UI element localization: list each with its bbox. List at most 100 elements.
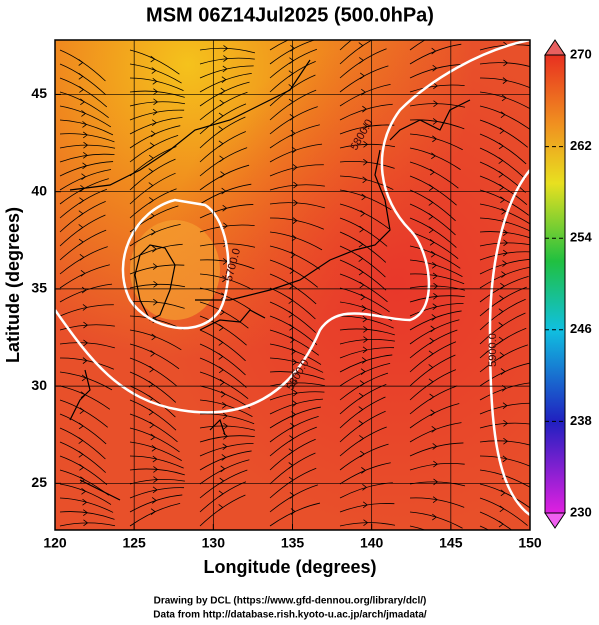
y-tick-label: 30 bbox=[31, 377, 47, 393]
streamline-arrow bbox=[361, 357, 367, 364]
streamline-arrow bbox=[499, 505, 505, 513]
x-tick-label: 145 bbox=[439, 535, 463, 551]
x-axis-label: Longitude (degrees) bbox=[203, 557, 376, 577]
streamline-arrow bbox=[430, 325, 436, 333]
x-tick-label: 130 bbox=[202, 535, 226, 551]
streamline-arrow bbox=[433, 100, 439, 107]
streamline-arrow bbox=[429, 184, 434, 191]
streamline-arrow bbox=[222, 65, 228, 73]
streamline-arrow bbox=[153, 281, 159, 288]
streamline-arrow bbox=[218, 126, 224, 133]
colorbar-scale bbox=[544, 54, 566, 514]
streamline-arrow bbox=[359, 281, 365, 289]
y-axis-label: Latitude (degrees) bbox=[3, 207, 23, 363]
streamline-arrow bbox=[80, 476, 86, 483]
streamline-arrow bbox=[148, 154, 154, 162]
colorbar-tick-label: 238 bbox=[570, 413, 592, 428]
streamline-arrow bbox=[218, 353, 224, 360]
streamline-arrow bbox=[499, 352, 505, 359]
streamlines bbox=[59, 32, 530, 530]
streamline-arrow bbox=[289, 324, 295, 331]
x-tick-label: 135 bbox=[281, 535, 305, 551]
streamline-arrow bbox=[432, 64, 438, 72]
streamline-arrow bbox=[498, 170, 504, 178]
streamline-arrow bbox=[432, 496, 438, 504]
streamline-arrow bbox=[432, 303, 438, 310]
streamline-arrow bbox=[359, 435, 365, 442]
streamline-arrow bbox=[221, 76, 227, 84]
streamline-arrow bbox=[498, 322, 504, 329]
streamline-arrow bbox=[502, 455, 508, 463]
streamline-arrow bbox=[432, 135, 438, 143]
streamline-arrow bbox=[221, 401, 227, 409]
streamline-arrow bbox=[430, 409, 436, 417]
x-tick-label: 125 bbox=[122, 535, 146, 551]
streamline-arrow bbox=[150, 350, 156, 357]
streamline-arrow bbox=[81, 374, 87, 382]
streamline bbox=[479, 525, 490, 530]
streamline-arrow bbox=[498, 157, 504, 164]
streamline-arrow bbox=[360, 293, 366, 301]
streamline-arrow bbox=[149, 197, 154, 204]
y-tick-label: 40 bbox=[31, 182, 47, 198]
streamline-arrow bbox=[428, 213, 434, 220]
streamline-arrow bbox=[220, 390, 226, 398]
streamline-arrow bbox=[428, 226, 434, 234]
streamline-arrow bbox=[433, 460, 439, 468]
streamline-arrow bbox=[81, 487, 87, 495]
streamline-arrow bbox=[151, 119, 157, 127]
grid bbox=[55, 40, 530, 530]
streamline-arrow bbox=[219, 379, 225, 386]
streamline-arrow bbox=[79, 86, 85, 93]
streamline-arrow bbox=[362, 105, 368, 113]
streamline-arrow bbox=[293, 181, 299, 189]
streamline-arrow bbox=[289, 267, 295, 274]
streamline-arrow bbox=[82, 121, 88, 128]
streamline-arrow bbox=[289, 435, 295, 442]
streamline-arrow bbox=[501, 271, 507, 278]
streamline-arrow bbox=[433, 82, 438, 90]
streamline-arrow bbox=[498, 520, 504, 528]
streamline-arrow bbox=[81, 286, 87, 294]
colorbar-extend bbox=[544, 512, 566, 529]
streamline-arrow bbox=[360, 210, 366, 217]
streamline-arrow bbox=[433, 478, 439, 486]
streamline-arrow bbox=[429, 337, 435, 345]
streamline-arrow bbox=[431, 32, 435, 38]
streamline bbox=[409, 525, 426, 530]
streamline-arrow bbox=[152, 455, 158, 463]
streamline-arrow bbox=[431, 152, 436, 160]
streamline-arrow bbox=[498, 308, 504, 315]
streamline-arrow bbox=[501, 207, 507, 215]
x-tick-label: 150 bbox=[518, 535, 542, 551]
streamline-arrow bbox=[432, 118, 438, 125]
streamline-arrow bbox=[83, 339, 89, 347]
streamline-arrow bbox=[428, 199, 434, 206]
streamline-arrow bbox=[431, 425, 437, 433]
streamline-arrow bbox=[151, 333, 157, 341]
streamline-arrow bbox=[79, 464, 85, 471]
streamline-arrow bbox=[503, 437, 509, 445]
streamline-arrow bbox=[289, 57, 295, 64]
streamline-arrow bbox=[222, 443, 228, 450]
streamline-arrow bbox=[150, 508, 156, 515]
streamline-arrow bbox=[222, 275, 228, 283]
streamline-arrow bbox=[361, 193, 367, 201]
streamline-arrow bbox=[79, 254, 85, 261]
streamline-arrow bbox=[153, 98, 159, 106]
streamline-arrow bbox=[428, 364, 434, 371]
streamline-arrow bbox=[503, 239, 509, 247]
streamline-arrow bbox=[360, 450, 365, 458]
streamline-arrow bbox=[293, 379, 299, 387]
streamline-arrow bbox=[153, 476, 159, 483]
colorbar-tick-label: 230 bbox=[570, 504, 592, 519]
streamline-arrow bbox=[433, 292, 439, 300]
streamline-arrow bbox=[149, 142, 155, 149]
streamline-arrow bbox=[431, 314, 437, 321]
streamline-arrow bbox=[502, 402, 508, 409]
streamline-arrow bbox=[292, 358, 298, 366]
contours bbox=[55, 40, 530, 517]
streamline-arrow bbox=[80, 98, 85, 106]
streamline-arrow bbox=[221, 187, 227, 195]
streamline-arrow bbox=[428, 378, 434, 386]
